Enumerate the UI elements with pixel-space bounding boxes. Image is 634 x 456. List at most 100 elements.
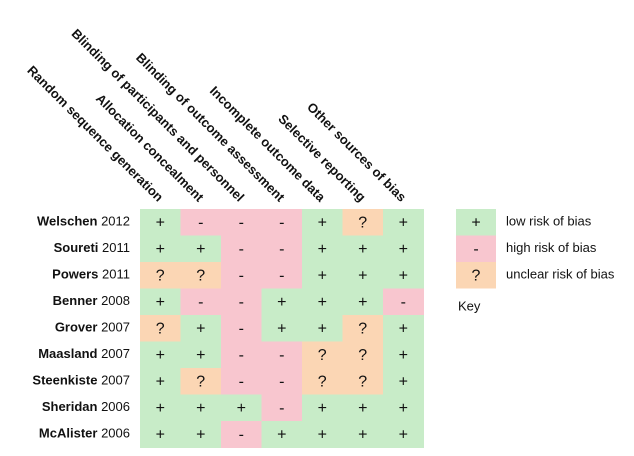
cell [342,368,384,395]
cell [180,368,222,395]
column-header: Blinding of participants and personnel [69,26,248,205]
cell [383,262,424,289]
key-swatch [456,235,496,262]
study-year: 2007 [101,346,130,361]
cell-symbol: + [196,426,205,443]
cell-symbol: + [399,400,408,417]
cell [140,288,181,316]
cell-symbol: - [279,400,284,417]
key-symbol: - [473,241,478,258]
cell-symbol: + [399,373,408,390]
cell [140,341,181,369]
cell [302,394,343,422]
cell [342,315,384,342]
key-swatch [456,209,496,236]
cell [221,421,262,448]
cell [342,421,384,448]
cell [302,288,343,316]
cell-symbol: + [358,294,367,311]
cell-symbol: - [401,294,406,311]
cell-symbol: - [279,267,284,284]
cell [261,421,303,448]
cell [383,235,424,263]
study-label: Maasland 2007 [38,346,130,361]
cell-symbol: + [156,294,165,311]
study-name: Grover [55,320,98,335]
cell-symbol: + [156,347,165,364]
cell-symbol: + [399,214,408,231]
key-title: Key [458,298,481,313]
study-name: Soureti [54,240,99,255]
cell-symbol: - [279,373,284,390]
cell-symbol: + [358,241,367,258]
cell-symbol: + [196,320,205,337]
cell [261,288,303,316]
cell-symbol: ? [358,373,367,390]
cell [302,262,343,289]
cell-symbol: - [239,373,244,390]
cell [140,394,181,422]
cell [180,421,222,448]
cell [221,262,262,289]
cell-symbol: - [239,241,244,258]
study-year: 2006 [101,426,130,441]
cell-symbol: + [399,267,408,284]
cell [383,288,424,316]
cell-symbol: + [156,400,165,417]
cell-symbol: + [318,294,327,311]
cell-symbol: + [399,320,408,337]
cell [261,315,303,342]
cell-symbol: - [198,294,203,311]
cell [302,315,343,342]
cell-symbol: ? [358,214,367,231]
cell-symbol: + [318,320,327,337]
study-name: Benner [53,293,98,308]
study-name: Welschen [37,214,98,229]
study-label: Sheridan 2006 [42,399,130,414]
cell-symbol: - [279,347,284,364]
cell [140,262,181,289]
study-year: 2011 [102,267,130,282]
cell-symbol: ? [156,267,165,284]
cell-symbol: + [237,400,246,417]
cell [221,341,262,369]
cell [140,368,181,395]
cell-symbol: ? [196,267,205,284]
cell-symbol: + [318,214,327,231]
cell [140,209,181,236]
cell [261,368,303,395]
cell-symbol: ? [358,347,367,364]
cell-symbol: - [279,214,284,231]
cell-symbol: + [399,426,408,443]
cell-symbol: - [279,241,284,258]
cell [261,394,303,422]
study-name: McAlister [39,426,98,441]
key-swatch [456,262,496,289]
cell [302,368,343,395]
cell [302,421,343,448]
cell [342,394,384,422]
cell-symbol: + [196,241,205,258]
cell-symbol: - [239,214,244,231]
cell [342,235,384,263]
cell-symbol: - [239,347,244,364]
cell [180,262,222,289]
cell-symbol: ? [318,373,327,390]
key-label: low risk of bias [506,214,592,229]
cell-symbol: + [358,400,367,417]
cell-symbol: + [399,347,408,364]
study-name: Maasland [38,346,97,361]
cell [383,421,424,448]
cell [261,262,303,289]
study-year: 2011 [102,240,130,255]
cell [180,341,222,369]
cell [221,235,262,263]
cell-symbol: - [239,426,244,443]
cell [261,235,303,263]
key-symbol: + [471,214,480,231]
cell [221,288,262,316]
cell-symbol: - [239,320,244,337]
cell-symbol: - [239,267,244,284]
study-year: 2007 [101,320,130,335]
